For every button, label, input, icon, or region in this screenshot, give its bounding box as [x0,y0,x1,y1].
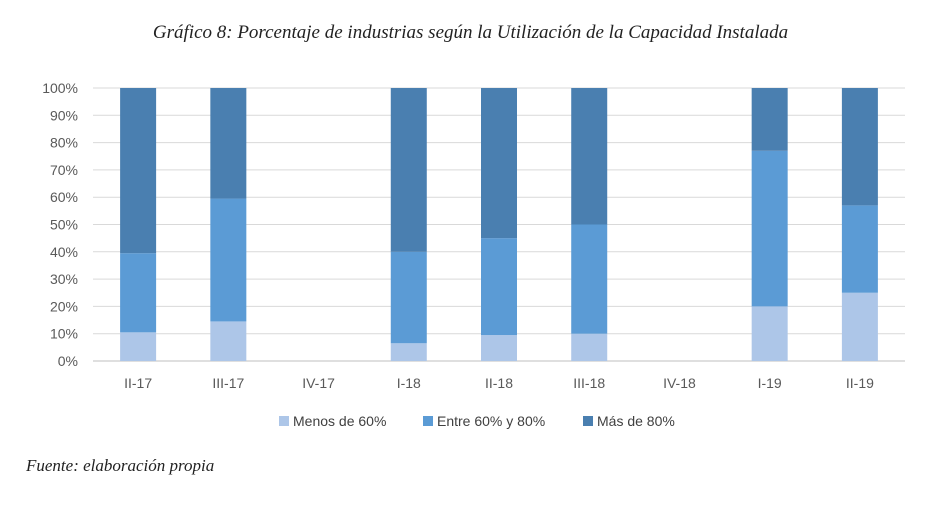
source-note: Fuente: elaboración propia [26,456,215,475]
x-tick-label: I-18 [397,375,421,391]
chart-title: Gráfico 8: Porcentaje de industrias segú… [152,22,789,43]
bar-segment [571,333,608,361]
y-tick-label: 40% [50,244,78,260]
y-tick-label: 30% [50,271,78,287]
bars [120,88,878,361]
legend-label: Más de 80% [597,413,675,429]
bar-segment [120,88,157,254]
x-axis-ticks: II-17 III-17 IV-17 I-18 II-18 III-18 IV-18 I-19… [124,375,874,391]
y-axis-ticks: 0% 10% 20% 30% 40% 50% 60% 70% 80% 90% 100% [42,80,78,369]
y-tick-label: 90% [50,107,78,123]
x-tick-label: II-19 [846,375,874,391]
bar-segment [481,238,517,336]
bar-segment [210,321,247,361]
bar-segment [390,343,427,361]
x-tick-label: II-17 [124,375,152,391]
bar-segment [390,251,427,344]
bar-segment [120,332,157,361]
legend-swatch [423,416,433,426]
y-tick-label: 50% [50,217,78,233]
bar-segment [210,88,247,199]
bar-segment [210,198,247,322]
y-tick-label: 60% [50,189,78,205]
x-tick-label: I-19 [758,375,782,391]
bar-segment [841,205,878,293]
bar-segment [751,150,788,307]
legend: Menos de 60% Entre 60% y 80% Más de 80% [279,413,675,429]
bar-segment [751,88,788,151]
x-tick-label: III-18 [573,375,605,391]
bar-segment [571,88,608,225]
legend-swatch [279,416,289,426]
legend-label: Menos de 60% [293,413,386,429]
bar-segment [390,88,427,252]
y-tick-label: 100% [42,80,78,96]
y-tick-label: 70% [50,162,78,178]
y-tick-label: 80% [50,135,78,151]
bar-segment [751,306,788,361]
bar-segment [120,253,157,333]
legend-swatch [583,416,593,426]
bar-segment [481,88,517,239]
y-tick-label: 0% [58,353,78,369]
legend-label: Entre 60% y 80% [437,413,545,429]
y-tick-label: 20% [50,298,78,314]
bar-segment [571,224,608,334]
x-tick-label: II-18 [485,375,513,391]
x-tick-label: IV-17 [302,375,335,391]
bar-segment [481,335,517,361]
y-tick-label: 10% [50,326,78,342]
x-tick-label: IV-18 [663,375,696,391]
x-tick-label: III-17 [212,375,244,391]
bar-segment [841,292,878,361]
bar-segment [841,88,878,206]
